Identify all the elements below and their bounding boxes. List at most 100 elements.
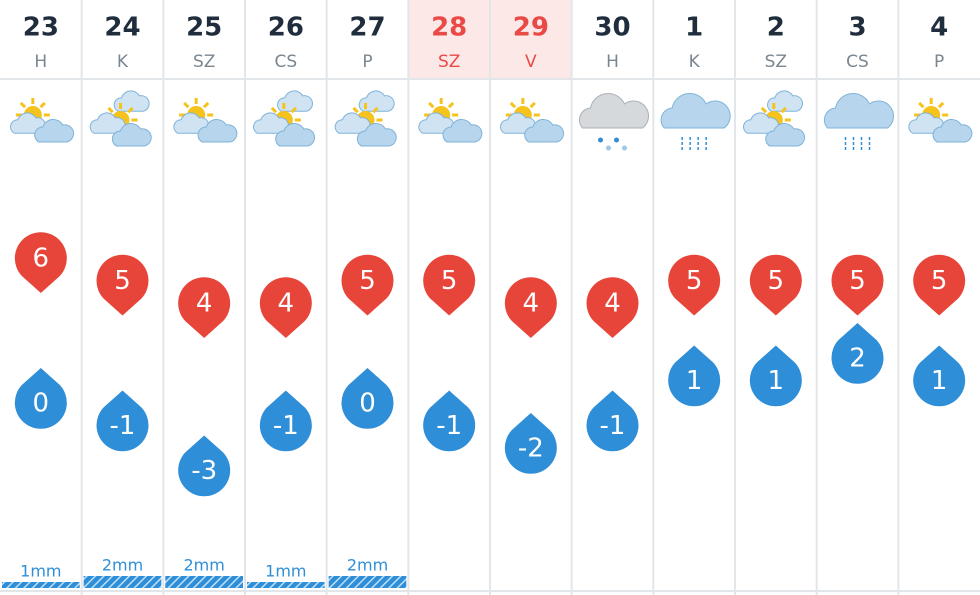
day-weekday: H [34,52,47,72]
min-temp: -1 [436,411,462,441]
day-weekday: P [362,52,372,72]
day-date: 30 [594,13,630,43]
weather-icon [173,98,238,143]
drop [606,145,611,151]
weather-icon [660,93,731,150]
max-temp: 5 [849,266,866,296]
cloud [932,119,973,143]
sun-ray [760,106,768,114]
drop [598,137,603,143]
cloud [356,123,397,147]
day-date: 4 [930,13,948,43]
cloud [358,90,395,112]
sun-ray [183,101,190,109]
weather-icon [500,98,565,143]
min-temp: 1 [768,366,785,396]
day-date: 29 [513,13,549,43]
max-temp: 5 [359,266,376,296]
precip-label: 1mm [265,562,306,581]
max-temp-pin [14,232,67,293]
day-date: 2 [767,13,785,43]
cloud [823,93,894,129]
precip-bar [83,576,162,588]
sun-ray [447,101,455,109]
cloud [197,119,238,143]
sun-ray [270,106,278,114]
day-date: 25 [186,13,222,43]
weather-icon [743,90,806,147]
day-weekday: H [606,52,619,72]
max-temp-pin [259,277,312,338]
max-temp-pin [749,254,802,316]
day-weekday: SZ [193,52,215,72]
day-weekday: P [934,52,944,72]
cloud [767,90,803,112]
max-temp-pin [831,254,884,316]
cloud [578,93,649,129]
min-temp: 1 [931,366,948,396]
sun-ray [19,101,27,109]
min-temp-drop [96,390,149,452]
day-weekday: SZ [438,52,460,72]
day-date: 1 [685,13,703,43]
min-temp-drop [913,345,966,407]
cloud [111,123,152,147]
max-temp-pin [668,254,721,316]
max-temp-pin [178,277,231,338]
precip-label: 2mm [102,556,143,575]
sun-ray [352,106,359,114]
cloud [442,119,483,143]
max-temp: 5 [768,266,785,296]
precip-bar [328,576,407,588]
max-temp: 4 [196,289,213,319]
min-temp-drop [668,345,721,407]
weather-icon [578,93,649,151]
sun-ray [290,106,297,114]
sun-ray [937,101,945,109]
day-weekday: K [117,52,129,72]
day-date: 24 [104,13,140,43]
min-temp-drop [14,368,67,429]
weather-icon [418,98,483,143]
sun-ray [107,106,114,114]
day-weekday: SZ [765,52,787,72]
min-temp-drop [341,368,394,429]
sun-ray [39,101,46,109]
min-temp-drop [749,345,802,407]
cloud [524,119,565,143]
max-temp: 5 [114,266,131,296]
min-temp-drop [259,390,312,452]
max-temp-pin [504,277,557,338]
sun-ray [529,101,536,109]
max-temp-pin [341,254,394,316]
sun-ray [918,101,925,109]
min-temp: -1 [110,411,136,441]
sun-ray [202,101,210,109]
max-temp: 6 [33,244,50,274]
weather-icon [823,93,894,150]
sun-ray [509,101,517,109]
sun-ray [428,101,435,109]
sun-ray [780,106,787,114]
precip-bar [165,576,243,588]
max-temp: 4 [604,289,621,319]
min-temp: 2 [849,344,866,374]
weather-icon [334,90,397,147]
max-temp: 4 [278,289,295,319]
min-temp-drop [831,323,884,384]
drop [622,145,627,151]
weather-icon [10,98,75,143]
day-weekday: CS [846,52,869,72]
day-date: 23 [23,13,59,43]
day-date: 28 [431,13,467,43]
weekend-header [408,0,490,78]
day-date: 3 [848,13,866,43]
max-temp-pin [586,277,639,338]
cloud [660,93,731,129]
min-temp: 0 [33,389,50,419]
min-temp-drop [178,435,231,497]
max-temp: 5 [441,266,458,296]
min-temp: -3 [191,456,217,486]
weekend-header [490,0,572,78]
